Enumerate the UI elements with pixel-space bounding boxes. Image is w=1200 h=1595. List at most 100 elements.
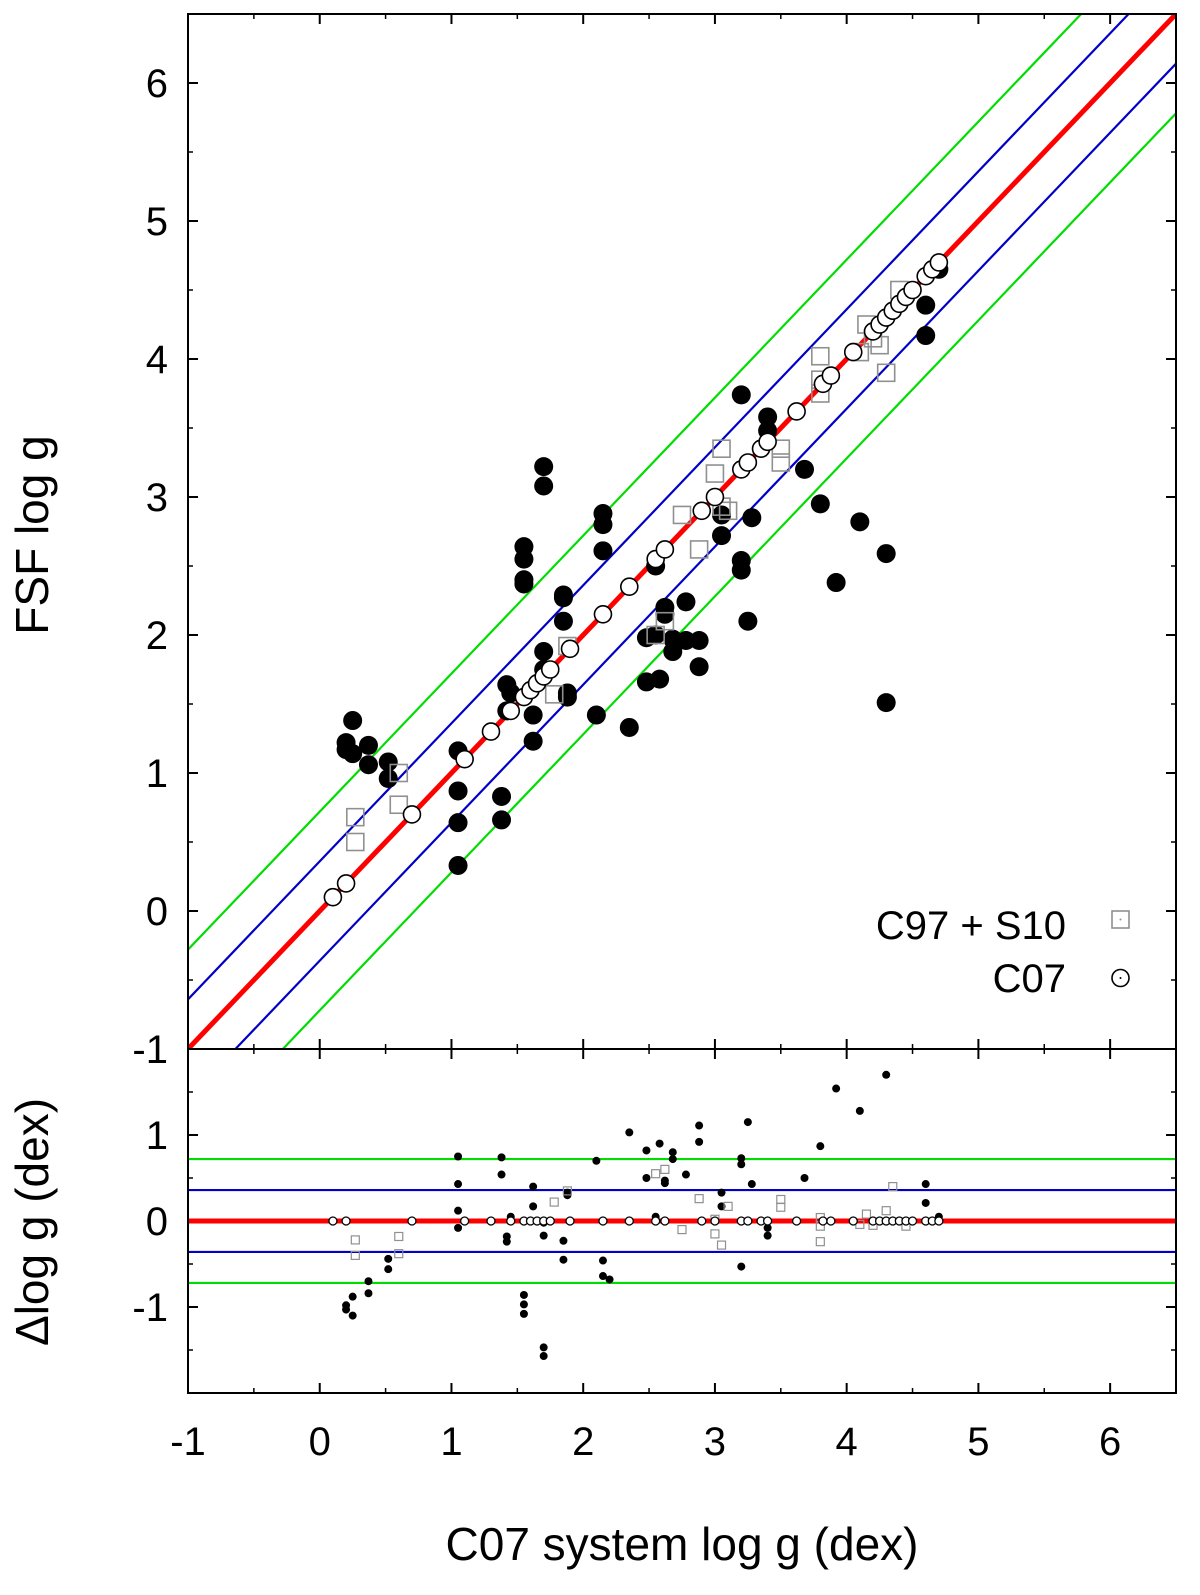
- residual-point-c97-s10: [888, 1181, 898, 1192]
- residual-point-c97-s10: [660, 1164, 670, 1175]
- residual-point-c97-s10: [677, 1224, 687, 1235]
- residual-point-filled: [800, 1174, 809, 1182]
- data-point-c07: [738, 453, 758, 472]
- data-point-c97-s10: [705, 464, 725, 483]
- residual-point-filled: [668, 1155, 677, 1164]
- residual-point-c07: [848, 1216, 858, 1226]
- top-panel: -1 0 1 2 3 4 5 6 FSF log g C97 + S10 C07: [6, 13, 1177, 1072]
- data-point-filled: [916, 326, 936, 346]
- bottom-reference-lines: [188, 1157, 1176, 1285]
- residual-point-c07: [651, 1216, 661, 1226]
- data-point-filled: [534, 642, 554, 662]
- residual-point-filled: [737, 1154, 746, 1163]
- data-point-filled: [731, 560, 751, 580]
- data-point-filled: [650, 669, 670, 689]
- residual-point-filled: [598, 1256, 607, 1265]
- residual-point-c97-s10: [776, 1202, 786, 1212]
- data-point-c07: [787, 402, 806, 421]
- residual-point-filled: [454, 1180, 463, 1189]
- data-point-filled: [378, 769, 398, 789]
- x-tick-label: 4: [836, 1420, 858, 1464]
- data-point-c97-s10: [389, 795, 409, 815]
- data-point-filled: [448, 781, 468, 801]
- residual-point-filled: [921, 1180, 930, 1189]
- residual-point-c97-s10: [861, 1209, 872, 1219]
- x-tick-label: 6: [1099, 1420, 1121, 1464]
- residual-point-filled: [539, 1343, 548, 1352]
- residual-point-filled: [598, 1272, 607, 1281]
- residual-point-c97-s10: [723, 1201, 733, 1211]
- residual-point-c07: [486, 1216, 496, 1226]
- bottom-y-tick-labels: -1 0 1: [132, 1114, 168, 1330]
- data-point-c07: [929, 253, 949, 272]
- residual-point-filled: [660, 1176, 669, 1185]
- data-point-filled: [514, 574, 534, 594]
- data-point-c97-s10: [672, 505, 692, 525]
- residual-point-filled: [763, 1223, 772, 1232]
- data-point-filled: [378, 752, 398, 772]
- data-point-c07: [560, 639, 580, 659]
- data-point-filled: [343, 711, 363, 731]
- residual-point-filled: [717, 1188, 726, 1197]
- residual-point-c07: [710, 1216, 720, 1226]
- data-point-c07: [843, 342, 863, 362]
- data-point-c97-s10: [389, 763, 409, 783]
- top-y-tick-label: 1: [146, 752, 168, 796]
- residual-point-c97-s10: [710, 1229, 720, 1239]
- x-axis-title: C07 system log g (dex): [446, 1518, 919, 1570]
- data-point-c07: [758, 432, 777, 452]
- data-point-filled: [534, 476, 554, 496]
- top-y-tick-label: 6: [146, 62, 168, 106]
- legend-label-c97-s10: C97 + S10: [876, 904, 1066, 948]
- offset-line: [281, 112, 1176, 1049]
- residual-point-filled: [559, 1255, 568, 1264]
- residual-point-c97-s10: [651, 1169, 661, 1179]
- data-point-filled: [448, 855, 468, 875]
- top-y-tick-label: 5: [146, 200, 168, 244]
- residual-point-c07: [791, 1216, 802, 1226]
- data-point-c07: [323, 887, 343, 907]
- data-point-c07: [655, 540, 675, 559]
- top-y-tick-label: 2: [146, 614, 168, 658]
- data-point-c07: [336, 874, 356, 893]
- data-point-c07: [481, 722, 501, 741]
- offset-line: [233, 62, 1176, 1049]
- one-to-one-line: [188, 14, 1176, 1049]
- residual-point-c97-s10: [394, 1249, 404, 1259]
- residual-point-filled: [497, 1170, 506, 1179]
- bottom-y-tick-label: 0: [146, 1200, 168, 1244]
- residual-point-c97-s10: [716, 1240, 727, 1250]
- bottom-panel: -1 0 1 -1 0 1 2 3 4 5 6 Δlog g (dex) C07 system l…: [6, 1048, 1177, 1570]
- residual-point-filled: [454, 1223, 463, 1232]
- residual-point-filled: [882, 1070, 891, 1079]
- data-point-filled: [676, 592, 696, 612]
- residual-point-c07: [506, 1216, 516, 1226]
- data-point-filled: [358, 735, 378, 755]
- residual-point-filled: [384, 1254, 393, 1263]
- residual-point-c07: [697, 1216, 707, 1226]
- top-reference-lines: [188, 14, 1176, 1049]
- top-data-points: [323, 253, 949, 907]
- data-point-filled: [810, 494, 830, 514]
- offset-line: [188, 14, 1131, 1001]
- residual-point-c07: [565, 1216, 575, 1226]
- data-point-filled: [553, 611, 573, 631]
- residual-point-c97-s10: [350, 1235, 360, 1245]
- data-point-filled: [676, 631, 696, 651]
- residual-point-filled: [625, 1128, 634, 1137]
- residual-point-c07: [818, 1216, 828, 1226]
- data-point-filled: [593, 515, 613, 535]
- x-tick-label: 5: [967, 1420, 989, 1464]
- bottom-data-points: [328, 1070, 944, 1361]
- residual-point-filled: [529, 1182, 538, 1191]
- legend-label-c07: C07: [993, 957, 1066, 1001]
- residual-point-filled: [921, 1198, 930, 1207]
- residual-point-filled: [384, 1265, 393, 1274]
- residual-point-c07: [826, 1216, 836, 1226]
- data-point-c97-s10: [346, 807, 365, 827]
- data-point-c07: [501, 701, 521, 721]
- x-tick-label: 2: [572, 1420, 594, 1464]
- data-point-c07: [402, 805, 422, 824]
- residual-point-filled: [342, 1305, 351, 1314]
